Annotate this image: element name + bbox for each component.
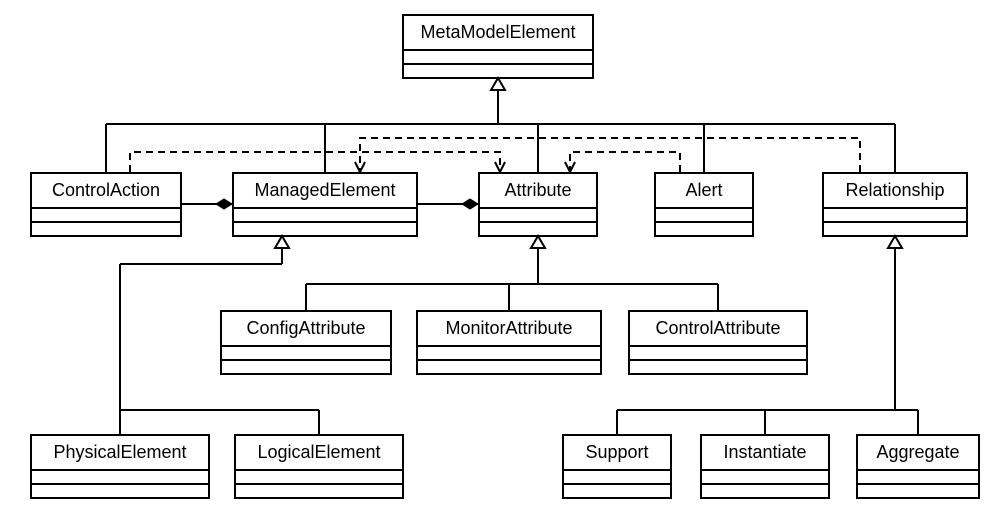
class-metamodelelement: MetaModelElement xyxy=(402,14,594,79)
class-title: ControlAttribute xyxy=(630,312,806,347)
class-attrs xyxy=(404,51,592,65)
class-attribute: Attribute xyxy=(478,172,598,237)
class-controlattribute: ControlAttribute xyxy=(628,310,808,375)
class-title: Attribute xyxy=(480,174,596,209)
class-title: LogicalElement xyxy=(236,436,402,471)
class-title: MonitorAttribute xyxy=(418,312,600,347)
class-title: Instantiate xyxy=(702,436,828,471)
class-support: Support xyxy=(562,434,672,499)
class-title: ControlAction xyxy=(32,174,180,209)
class-title: Alert xyxy=(656,174,752,209)
class-monitorattribute: MonitorAttribute xyxy=(416,310,602,375)
class-title: Aggregate xyxy=(858,436,978,471)
class-logicalelement: LogicalElement xyxy=(234,434,404,499)
dep-alert-attribute xyxy=(570,152,680,172)
class-relationship: Relationship xyxy=(822,172,968,237)
class-title: ConfigAttribute xyxy=(222,312,390,347)
gen-to-metamodelelement xyxy=(106,78,895,172)
dep-relationship-managed xyxy=(360,138,860,172)
class-configattribute: ConfigAttribute xyxy=(220,310,392,375)
class-title: ManagedElement xyxy=(234,174,416,209)
class-aggregate: Aggregate xyxy=(856,434,980,499)
class-title: Support xyxy=(564,436,670,471)
class-alert: Alert xyxy=(654,172,754,237)
class-title: PhysicalElement xyxy=(32,436,208,471)
class-title: Relationship xyxy=(824,174,966,209)
dep-controlaction-attribute xyxy=(130,152,500,172)
class-title: MetaModelElement xyxy=(404,16,592,51)
gen-to-attribute xyxy=(306,236,718,310)
class-controlaction: ControlAction xyxy=(30,172,182,237)
class-ops xyxy=(404,65,592,77)
class-managedelement: ManagedElement xyxy=(232,172,418,237)
class-physicalelement: PhysicalElement xyxy=(30,434,210,499)
diagram-canvas: MetaModelElement ControlAction ManagedEl… xyxy=(0,0,1000,524)
class-instantiate: Instantiate xyxy=(700,434,830,499)
